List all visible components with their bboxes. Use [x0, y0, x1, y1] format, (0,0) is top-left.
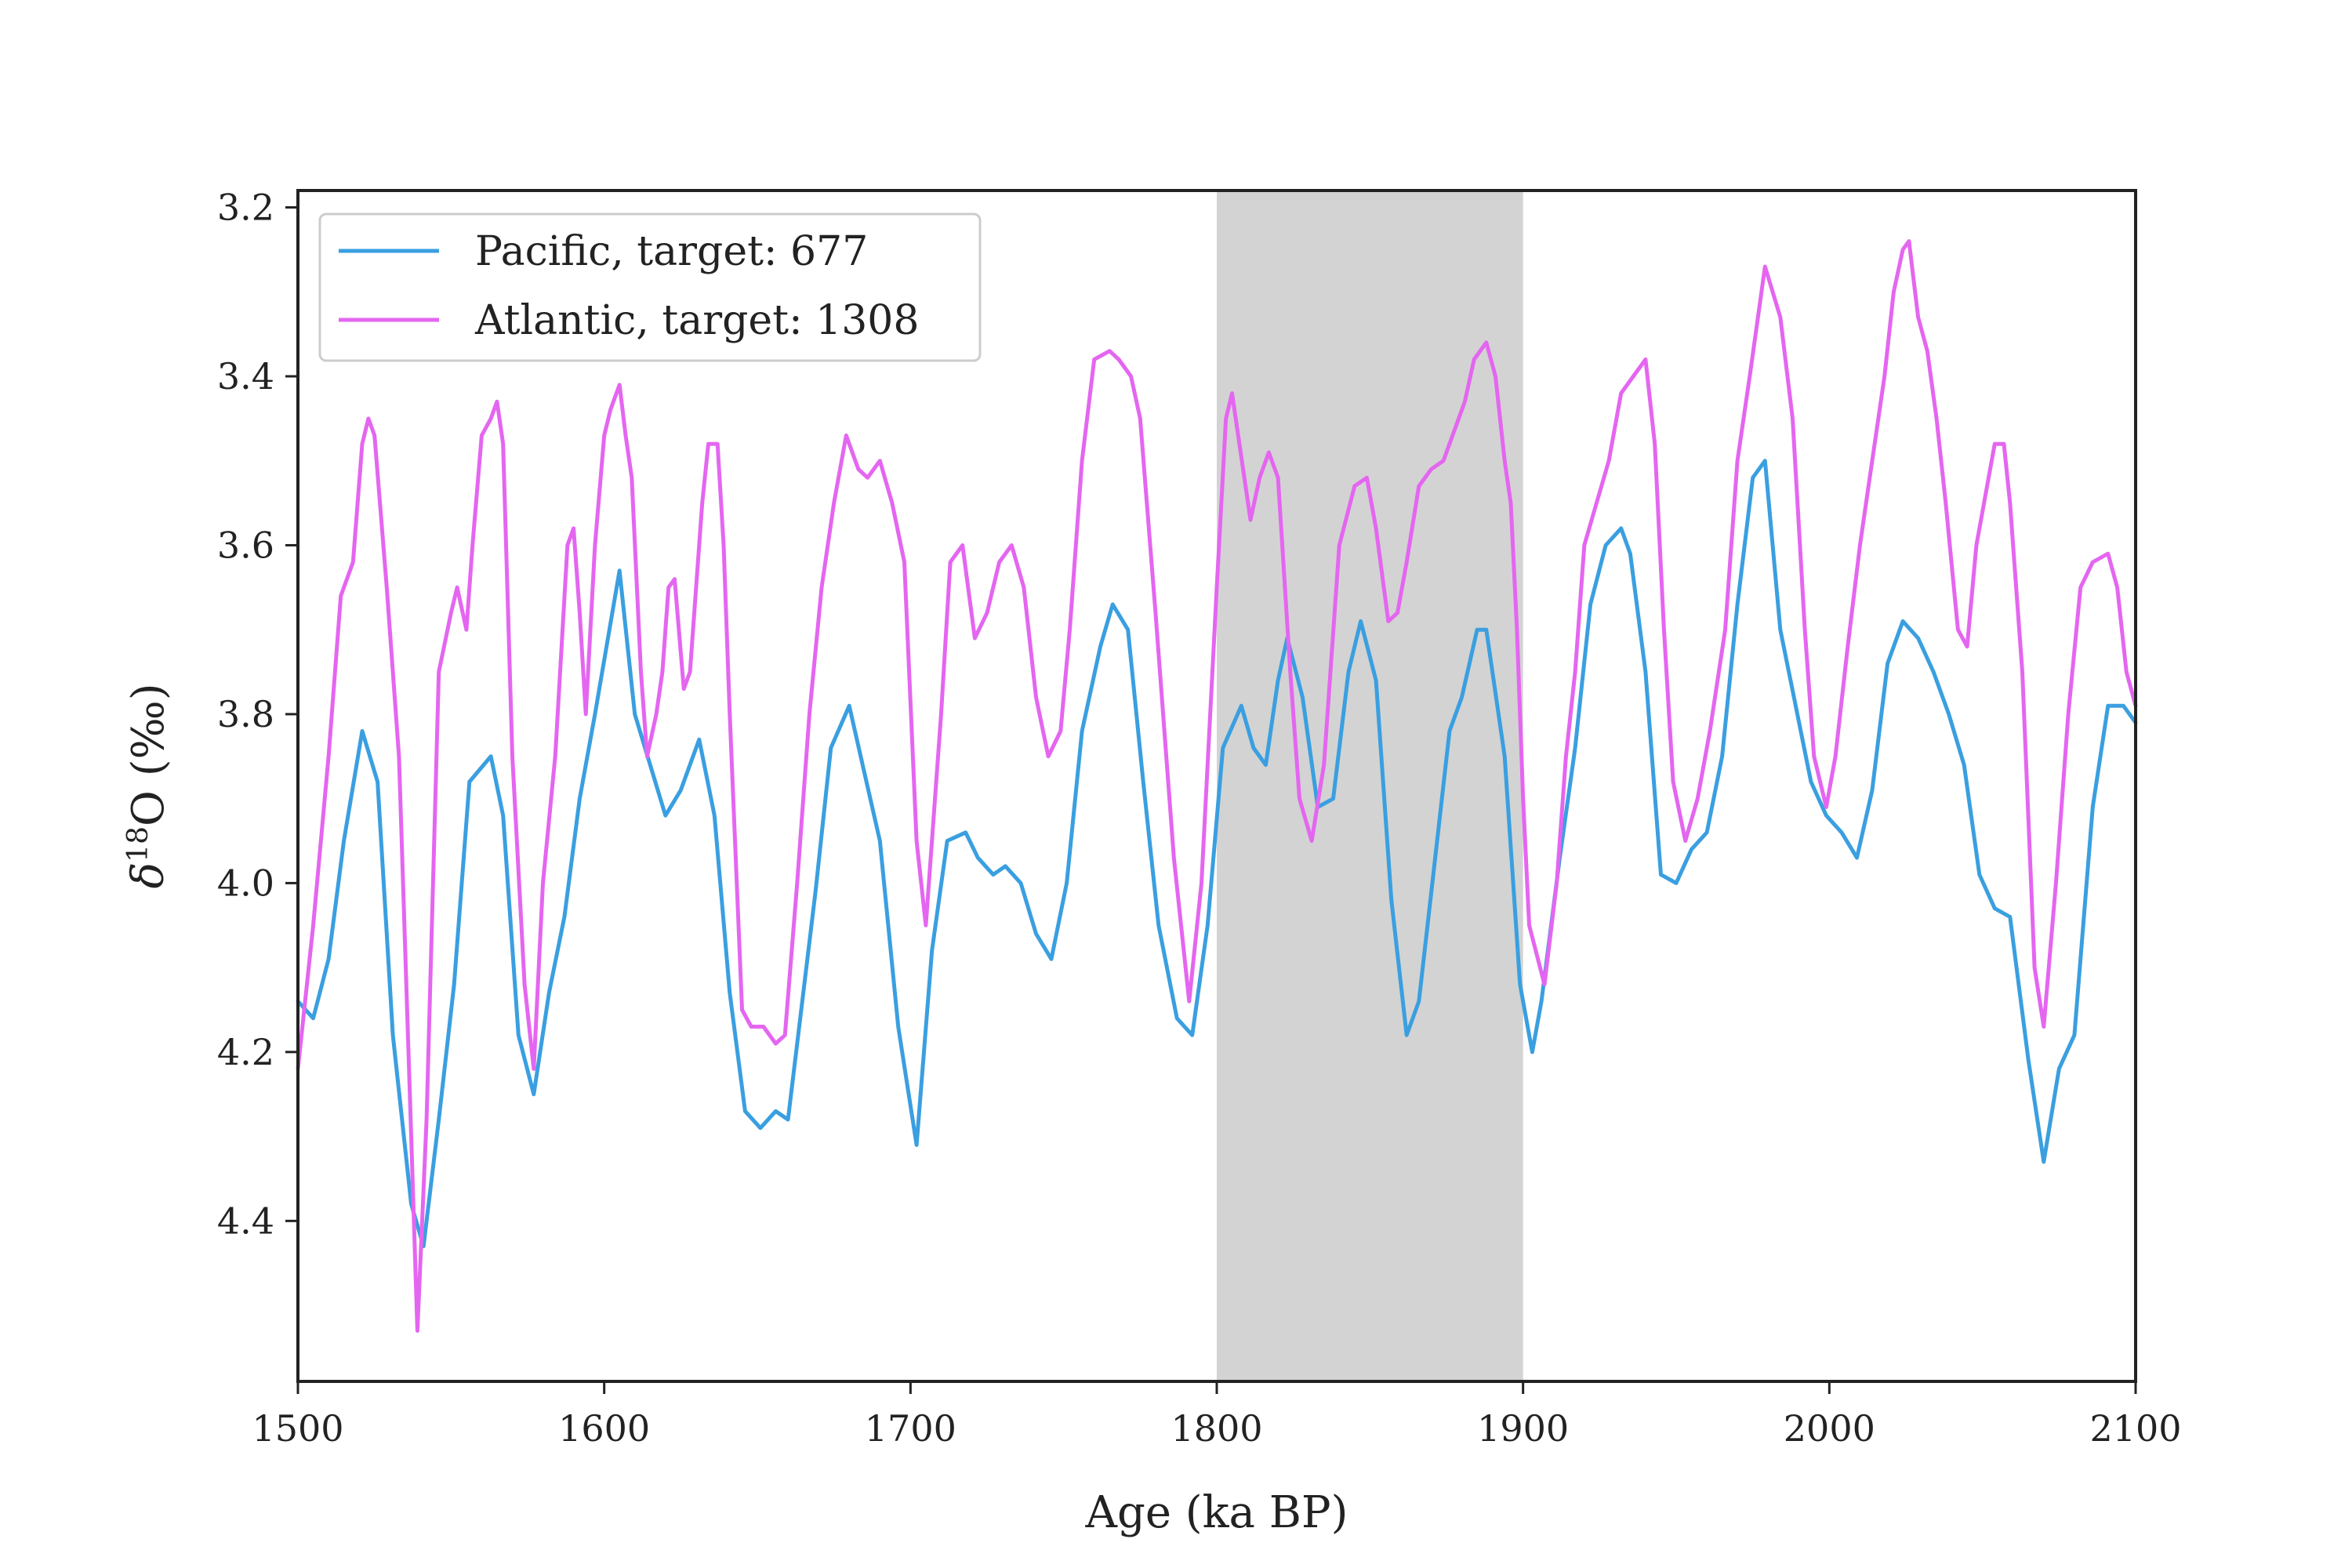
y-axis-title-suffix: O (‰) [123, 683, 174, 826]
series-line-atlantic [296, 239, 2138, 1333]
series-line-pacific [296, 459, 2138, 1249]
x-tick-label: 2100 [2089, 1407, 2181, 1450]
x-axis: 1500 1600 1700 1800 1900 2000 2100 [252, 1381, 2182, 1450]
series-layer [296, 239, 2138, 1333]
x-tick-label: 1900 [1477, 1407, 1569, 1450]
y-tick-label: 4.0 [217, 862, 274, 904]
legend-label: Atlantic, target: 1308 [474, 297, 919, 344]
x-tick-label: 1700 [865, 1407, 956, 1450]
y-tick-label: 3.8 [217, 693, 274, 735]
legend: Pacific, target: 677 Atlantic, target: 13… [318, 212, 982, 362]
x-axis-title: Age (ka BP) [1085, 1487, 1348, 1538]
y-axis-title-superscript: 18 [122, 826, 154, 862]
x-tick-label: 1500 [252, 1407, 343, 1450]
y-axis-title: δ18O (‰) [122, 683, 174, 888]
x-tick-label: 1800 [1171, 1407, 1262, 1450]
y-tick-label: 3.4 [217, 355, 274, 397]
y-tick-label: 3.6 [217, 524, 274, 566]
legend-box [318, 212, 982, 362]
shaded-region [1217, 191, 1523, 1381]
y-axis-title-prefix: δ [123, 862, 174, 889]
legend-label: Pacific, target: 677 [475, 228, 868, 275]
x-tick-label: 1600 [558, 1407, 650, 1450]
x-tick-label: 2000 [1784, 1407, 1875, 1450]
y-axis: 3.2 3.4 3.6 3.8 4.0 4.2 4.4 [217, 187, 298, 1242]
shaded-region-layer [1217, 191, 1523, 1381]
y-tick-label: 3.2 [217, 187, 274, 229]
y-tick-label: 4.4 [217, 1200, 274, 1242]
y-tick-label: 4.2 [217, 1031, 274, 1073]
